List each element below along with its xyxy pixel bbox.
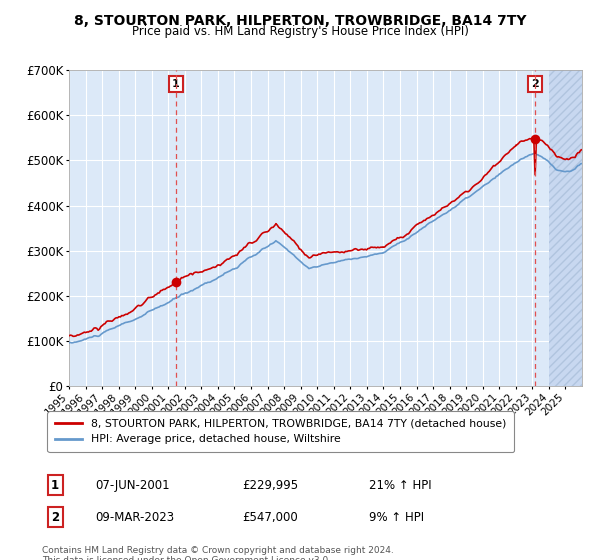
Text: 9% ↑ HPI: 9% ↑ HPI bbox=[370, 511, 424, 524]
Text: £547,000: £547,000 bbox=[242, 511, 298, 524]
Legend: 8, STOURTON PARK, HILPERTON, TROWBRIDGE, BA14 7TY (detached house), HPI: Average: 8, STOURTON PARK, HILPERTON, TROWBRIDGE,… bbox=[47, 412, 514, 452]
Text: 8, STOURTON PARK, HILPERTON, TROWBRIDGE, BA14 7TY: 8, STOURTON PARK, HILPERTON, TROWBRIDGE,… bbox=[74, 14, 526, 28]
Text: 1: 1 bbox=[172, 79, 179, 89]
Text: 1: 1 bbox=[51, 479, 59, 492]
Text: 2: 2 bbox=[51, 511, 59, 524]
Text: 07-JUN-2001: 07-JUN-2001 bbox=[95, 479, 169, 492]
Text: 09-MAR-2023: 09-MAR-2023 bbox=[95, 511, 174, 524]
Text: Contains HM Land Registry data © Crown copyright and database right 2024.
This d: Contains HM Land Registry data © Crown c… bbox=[42, 546, 394, 560]
Text: 2: 2 bbox=[532, 79, 539, 89]
Text: 21% ↑ HPI: 21% ↑ HPI bbox=[370, 479, 432, 492]
Text: £229,995: £229,995 bbox=[242, 479, 299, 492]
Text: Price paid vs. HM Land Registry's House Price Index (HPI): Price paid vs. HM Land Registry's House … bbox=[131, 25, 469, 38]
